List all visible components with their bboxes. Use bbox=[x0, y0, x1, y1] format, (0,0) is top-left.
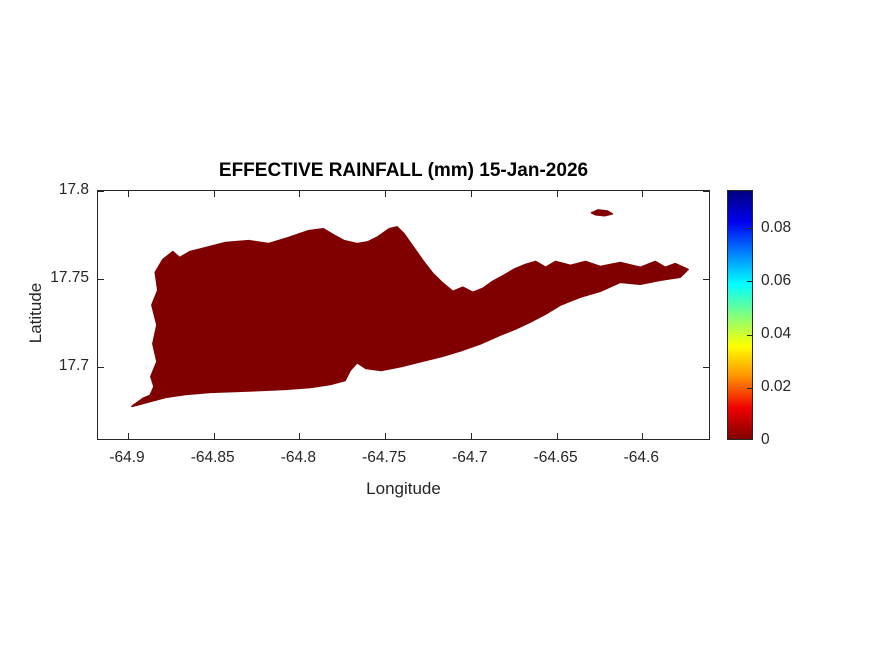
small-islet bbox=[590, 209, 614, 217]
colorbar-tick-mark bbox=[747, 387, 752, 389]
x-tick-label: -64.85 bbox=[190, 449, 235, 466]
x-tick-mark bbox=[128, 433, 129, 439]
colorbar-tick-label: 0.02 bbox=[761, 378, 792, 395]
plot-area bbox=[97, 190, 710, 440]
main-island bbox=[131, 226, 689, 408]
y-tick-mark-right bbox=[703, 279, 709, 280]
x-tick-mark-top bbox=[556, 191, 558, 197]
chart-title: EFFECTIVE RAINFALL (mm) 15-Jan-2026 bbox=[218, 160, 589, 181]
x-tick-mark bbox=[385, 433, 387, 439]
x-tick-label: -64.6 bbox=[623, 449, 659, 466]
colorbar bbox=[727, 190, 753, 440]
x-tick-mark bbox=[470, 433, 472, 439]
island-map bbox=[131, 209, 689, 408]
y-tick-mark-right bbox=[703, 367, 709, 369]
y-tick-mark bbox=[98, 279, 104, 280]
x-tick-mark-top bbox=[470, 191, 472, 197]
colorbar-tick-mark bbox=[747, 281, 752, 283]
y-tick-label: 17.7 bbox=[58, 357, 89, 375]
x-tick-mark-top bbox=[642, 191, 644, 197]
x-tick-label: -64.65 bbox=[533, 449, 578, 466]
y-tick-mark-right bbox=[703, 191, 709, 192]
x-tick-mark-top bbox=[299, 191, 301, 197]
x-tick-label: -64.75 bbox=[362, 449, 407, 466]
x-tick-label: -64.7 bbox=[452, 449, 488, 466]
x-tick-mark bbox=[642, 433, 644, 439]
y-tick-mark bbox=[98, 367, 104, 369]
y-tick-mark bbox=[98, 191, 104, 192]
y-axis-label: Latitude bbox=[26, 282, 45, 344]
x-tick-label: -64.8 bbox=[280, 449, 317, 466]
colorbar-tick-label: 0 bbox=[761, 431, 770, 448]
x-tick-mark bbox=[556, 433, 558, 439]
x-tick-mark bbox=[299, 433, 301, 439]
x-tick-label: -64.9 bbox=[109, 449, 145, 466]
x-tick-mark-top bbox=[385, 191, 387, 197]
colorbar-tick-mark bbox=[747, 334, 752, 336]
x-tick-mark-top bbox=[213, 191, 215, 197]
colorbar-tick-label: 0.08 bbox=[761, 218, 792, 236]
colorbar-tick-label: 0.06 bbox=[761, 271, 792, 289]
x-tick-mark-top bbox=[128, 191, 129, 197]
colorbar-tick-label: 0.04 bbox=[761, 325, 792, 342]
x-axis-label: Longitude bbox=[366, 479, 441, 498]
y-tick-label: 17.75 bbox=[50, 269, 89, 286]
colorbar-tick-mark bbox=[747, 228, 752, 230]
y-tick-label: 17.8 bbox=[58, 181, 89, 198]
x-tick-mark bbox=[213, 433, 215, 439]
colorbar-tick-mark bbox=[747, 439, 752, 440]
